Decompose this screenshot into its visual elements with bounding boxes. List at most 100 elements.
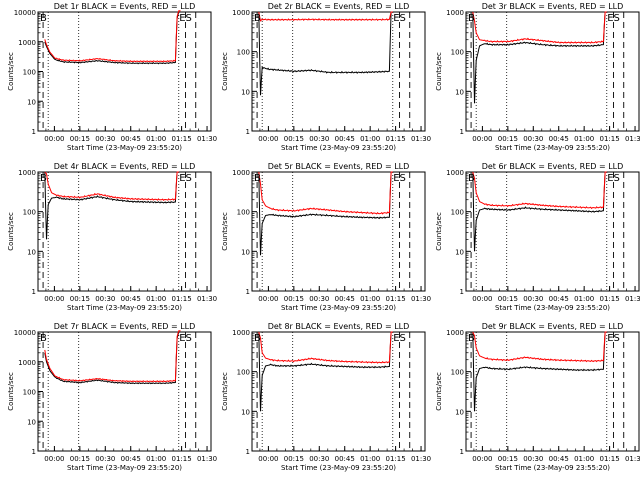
y-tick-label: 1 [246,288,250,296]
x-tick-label: 00:30 [309,455,329,463]
x-tick-label: 00:30 [309,135,329,143]
y-tick-label: 10 [455,88,464,96]
panel-title: Det 4r BLACK = Events, RED = LLD [54,162,196,171]
x-tick-label: 01:00 [574,455,594,463]
x-tick-label: 01:00 [574,135,594,143]
x-tick-label: 00:15 [284,135,304,143]
x-tick-label: 01:30 [411,455,431,463]
x-tick-label: 00:15 [498,295,518,303]
events-series-line [472,11,607,104]
y-tick-label: 100 [237,49,250,57]
x-tick-label: 01:00 [146,135,166,143]
x-tick-label: 01:30 [625,135,640,143]
events-series-line [44,331,181,385]
panel-det-9: Det 9r BLACK = Events, RED = LLD 1 10 100 10… [435,322,640,472]
y-tick-label: 10 [241,248,250,256]
events-series-line [472,331,607,412]
y-tick-label: 10 [27,98,36,106]
y-tick-label: 100 [451,49,464,57]
y-tick-label: 10 [455,248,464,256]
x-tick-label: 01:00 [146,455,166,463]
y-tick-label: 10 [27,418,36,426]
y-tick-label: 100 [23,209,36,217]
lld-series-line [472,11,607,44]
x-tick-label: 01:15 [600,135,620,143]
annotation-b: B [468,333,475,344]
y-axis-label: Counts/sec [221,212,229,251]
x-axis-label: Start Time (23-May-09 23:55:20) [281,464,396,472]
x-axis-label: Start Time (23-May-09 23:55:20) [495,304,610,312]
x-tick-label: 00:15 [70,135,90,143]
x-axis-label: Start Time (23-May-09 23:55:20) [281,144,396,152]
x-tick-label: 00:00 [44,455,64,463]
annotation-b: B [468,13,475,24]
x-tick-label: 00:30 [95,295,115,303]
x-tick-label: 00:00 [472,135,492,143]
plot-frame [37,11,212,132]
x-tick-label: 00:00 [472,455,492,463]
y-axis-label: Counts/sec [7,52,15,91]
x-tick-label: 00:30 [95,455,115,463]
annotation-b: B [40,333,47,344]
y-tick-label: 1000 [446,169,464,177]
y-tick-label: 1000 [446,9,464,17]
x-tick-label: 01:15 [386,135,406,143]
panel-det-5: Det 5r BLACK = Events, RED = LLD 1 10 100 10… [221,162,431,312]
y-tick-label: 100 [237,369,250,377]
x-tick-label: 01:00 [360,295,380,303]
x-tick-label: 00:30 [309,295,329,303]
x-tick-label: 00:30 [95,135,115,143]
x-tick-label: 00:45 [335,455,355,463]
events-series-line [472,171,607,252]
x-tick-label: 00:00 [44,135,64,143]
x-tick-label: 01:00 [146,295,166,303]
lld-series-line [44,171,179,202]
panel-det-8: Det 8r BLACK = Events, RED = LLD 1 10 100 10… [221,322,431,472]
y-axis-label: Counts/sec [7,212,15,251]
x-tick-label: 01:30 [625,455,640,463]
y-tick-label: 100 [23,69,36,77]
panel-det-2: Det 2r BLACK = Events, RED = LLD 1 10 100 10… [221,2,431,152]
y-tick-label: 1 [246,128,250,136]
annotation-es: ES [607,333,620,344]
x-tick-label: 00:45 [549,135,569,143]
panel-title: Det 6r BLACK = Events, RED = LLD [482,162,624,171]
y-tick-label: 100 [451,209,464,217]
annotation-es: ES [393,333,406,344]
events-series-line [258,331,393,412]
lld-series-line [472,331,607,363]
events-series-line [44,171,179,240]
x-tick-label: 00:15 [498,455,518,463]
panel-title: Det 9r BLACK = Events, RED = LLD [482,322,624,331]
panel-det-6: Det 6r BLACK = Events, RED = LLD 1 10 100 10… [435,162,640,312]
y-axis-label: Counts/sec [435,52,443,91]
x-tick-label: 01:30 [197,455,217,463]
y-tick-label: 1 [32,288,36,296]
y-axis-label: Counts/sec [435,212,443,251]
lld-series-line [258,11,393,22]
y-tick-label: 10000 [14,9,36,17]
annotation-es: ES [179,173,192,184]
x-tick-label: 00:15 [498,135,518,143]
x-tick-label: 01:15 [386,295,406,303]
y-tick-label: 1000 [18,169,36,177]
x-axis-label: Start Time (23-May-09 23:55:20) [281,304,396,312]
events-series-line [258,11,393,96]
plot-frame [251,11,426,132]
annotation-es: ES [607,173,620,184]
x-tick-label: 00:15 [284,455,304,463]
x-tick-label: 01:30 [411,295,431,303]
y-tick-label: 10 [241,88,250,96]
x-tick-label: 00:45 [335,295,355,303]
plot-frame [37,171,212,292]
x-tick-label: 01:30 [625,295,640,303]
annotation-es: ES [179,13,192,24]
panel-det-7: Det 7r BLACK = Events, RED = LLD 1 10 100 10… [7,322,217,472]
y-tick-label: 1000 [232,329,250,337]
y-tick-label: 100 [237,209,250,217]
panel-det-1: Det 1r BLACK = Events, RED = LLD 1 10 100 10… [7,2,217,152]
y-tick-label: 1 [460,128,464,136]
x-tick-label: 01:15 [600,295,620,303]
y-tick-label: 10 [27,248,36,256]
x-tick-label: 00:00 [44,295,64,303]
